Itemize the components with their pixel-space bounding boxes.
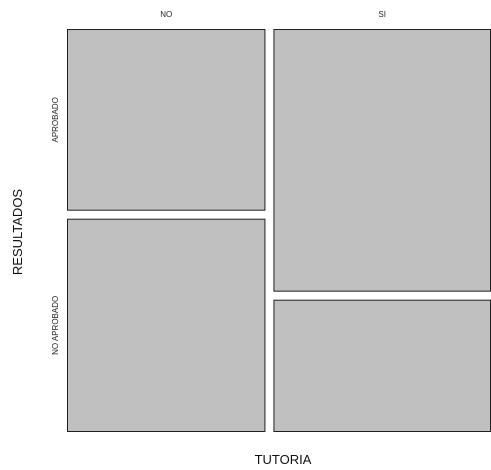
y-tick-label-aprobado: APROBADO (51, 97, 60, 142)
x-tick-label-si: SI (378, 10, 386, 19)
x-tick-label-no: NO (160, 10, 172, 19)
tile-si-no-aprobado (273, 299, 491, 432)
y-tick-label-no-aprobado: NO APROBADO (51, 296, 60, 355)
tile-no-no-aprobado (67, 218, 266, 432)
tile-no-aprobado (67, 29, 266, 211)
x-axis-title: TUTORIA (255, 452, 312, 467)
y-axis-title: RESULTADOS (10, 189, 25, 276)
tile-si-aprobado (273, 29, 491, 292)
mosaic-tiles (67, 29, 491, 432)
